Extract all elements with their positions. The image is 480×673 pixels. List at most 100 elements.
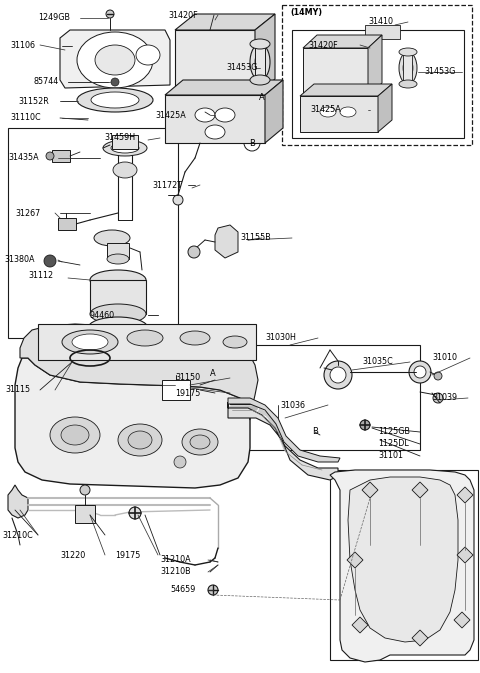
Ellipse shape [94,230,130,246]
Bar [365,25,400,39]
Polygon shape [412,482,428,498]
Bar [330,470,478,660]
Polygon shape [15,358,250,488]
Ellipse shape [111,143,139,153]
Ellipse shape [250,44,270,80]
Polygon shape [457,547,473,563]
Circle shape [254,90,270,106]
Text: 31453G: 31453G [226,63,257,73]
Text: 1249GB: 1249GB [38,13,70,22]
Text: 19175: 19175 [115,551,140,559]
Bar [222,345,420,450]
Polygon shape [282,5,472,145]
Circle shape [174,456,186,468]
Text: 31172T: 31172T [152,180,182,190]
Text: 31152R: 31152R [18,96,49,106]
Text: 31039: 31039 [432,394,457,402]
Text: 31210B: 31210B [160,567,191,577]
Ellipse shape [62,330,118,354]
Bar [38,324,256,360]
Polygon shape [265,80,283,143]
Ellipse shape [107,254,129,264]
Ellipse shape [103,140,147,156]
Ellipse shape [50,417,100,453]
Bar [292,30,464,138]
Ellipse shape [403,58,413,78]
Text: 31380A: 31380A [4,256,35,264]
Text: 85744: 85744 [34,77,59,87]
Text: 1125GB: 1125GB [378,427,410,437]
Ellipse shape [399,80,417,88]
Circle shape [188,246,200,258]
Ellipse shape [223,336,247,348]
Circle shape [205,365,221,381]
Text: 31435A: 31435A [8,153,38,162]
Polygon shape [165,80,283,95]
Circle shape [111,78,119,86]
Polygon shape [457,487,473,503]
Polygon shape [368,35,382,96]
Text: B: B [249,139,255,147]
Ellipse shape [215,108,235,122]
Circle shape [46,152,54,160]
Ellipse shape [255,51,265,73]
Text: A: A [259,94,265,102]
Text: 31410: 31410 [368,17,393,26]
Bar [162,380,190,400]
Text: 31035C: 31035C [362,357,393,367]
Ellipse shape [180,331,210,345]
Text: 19175: 19175 [175,388,200,398]
Text: 31210C: 31210C [2,530,33,540]
Polygon shape [20,324,258,420]
Polygon shape [348,477,458,642]
Polygon shape [228,402,338,480]
Ellipse shape [61,425,89,445]
Circle shape [173,195,183,205]
Bar [303,48,368,96]
Circle shape [44,255,56,267]
Circle shape [330,367,346,383]
Text: 31155B: 31155B [240,234,271,242]
Text: 31425A: 31425A [155,110,186,120]
Polygon shape [255,14,275,95]
Text: 31110C: 31110C [10,114,41,122]
Circle shape [414,366,426,378]
Polygon shape [215,225,238,258]
Circle shape [157,353,167,363]
Circle shape [129,507,141,519]
Polygon shape [347,552,363,568]
Text: 54659: 54659 [170,586,195,594]
Ellipse shape [72,334,108,350]
Text: 31210A: 31210A [160,555,191,565]
Circle shape [434,372,442,380]
Text: 31267: 31267 [15,209,40,217]
Bar [403,52,412,84]
Circle shape [307,424,323,440]
Polygon shape [228,398,340,462]
Ellipse shape [182,429,218,455]
Text: 31420F: 31420F [168,11,198,20]
Ellipse shape [127,330,163,346]
Ellipse shape [250,39,270,49]
Text: 31112: 31112 [28,271,53,279]
Bar [165,95,265,143]
Circle shape [409,361,431,383]
Circle shape [106,10,114,18]
Text: (14MY): (14MY) [290,7,322,17]
Ellipse shape [250,75,270,85]
Text: 31101: 31101 [378,452,403,460]
Ellipse shape [118,424,162,456]
Text: 31425A: 31425A [310,106,341,114]
Polygon shape [330,470,474,662]
Text: 31220: 31220 [60,551,85,559]
Bar [112,135,138,149]
Circle shape [80,485,90,495]
Polygon shape [8,485,28,518]
Ellipse shape [77,32,153,88]
Circle shape [244,135,260,151]
Ellipse shape [205,125,225,139]
Text: A: A [210,369,216,378]
Ellipse shape [340,107,356,117]
Text: 31115: 31115 [5,386,30,394]
Ellipse shape [91,92,139,108]
